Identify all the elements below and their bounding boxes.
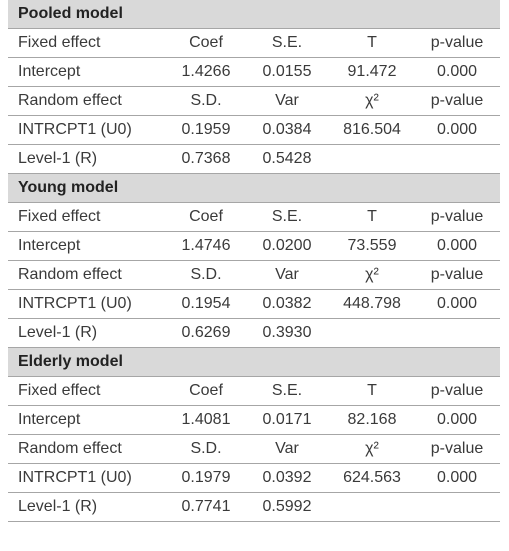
cell: 0.000 [414,115,501,145]
cell: 0.0171 [244,405,330,435]
cell: p-value [414,86,501,116]
row-label: INTRCPT1 (U0) [8,115,168,145]
table-row: Random effect S.D. Var χ² p-value [8,434,501,464]
cell [414,318,501,348]
row-label: Intercept [8,57,168,87]
cell: Coef [168,376,244,406]
cell: 0.0155 [244,57,330,87]
cell [414,144,501,174]
cell: 73.559 [330,231,414,261]
table-row: Level-1 (R) 0.6269 0.3930 [8,318,501,348]
cell: 0.0384 [244,115,330,145]
cell: T [330,376,414,406]
row-label: Level-1 (R) [8,318,168,348]
table-row: Random effect S.D. Var χ² p-value [8,86,501,116]
cell: Var [244,434,330,464]
cell: 91.472 [330,57,414,87]
cell: 0.000 [414,231,501,261]
row-label: Random effect [8,260,168,290]
cell: p-value [414,434,501,464]
section-title-row: Pooled model [8,0,501,29]
cell: S.E. [244,202,330,232]
section-title: Pooled model [8,0,501,29]
cell: Coef [168,202,244,232]
cell: 82.168 [330,405,414,435]
cell: p-value [414,28,501,58]
cell: S.E. [244,28,330,58]
cell: 0.3930 [244,318,330,348]
cell: 0.000 [414,405,501,435]
table-row: INTRCPT1 (U0) 0.1979 0.0392 624.563 0.000 [8,463,501,493]
cell: p-value [414,202,501,232]
cell: S.D. [168,260,244,290]
cell: χ² [330,260,414,290]
cell: 0.7368 [168,144,244,174]
cell: 1.4746 [168,231,244,261]
row-label: Level-1 (R) [8,492,168,522]
row-label: Level-1 (R) [8,144,168,174]
table-row: Intercept 1.4746 0.0200 73.559 0.000 [8,231,501,261]
cell [330,318,414,348]
section-title: Elderly model [8,347,501,377]
cell: 0.0200 [244,231,330,261]
cell: 1.4266 [168,57,244,87]
row-label: Intercept [8,231,168,261]
row-label: Fixed effect [8,202,168,232]
cell: 624.563 [330,463,414,493]
cell: 448.798 [330,289,414,319]
cell: 0.5428 [244,144,330,174]
cell: 0.000 [414,463,501,493]
section-title-row: Elderly model [8,347,501,377]
cell [330,144,414,174]
row-label: Fixed effect [8,376,168,406]
cell: Coef [168,28,244,58]
table-row: Level-1 (R) 0.7741 0.5992 [8,492,501,522]
section-title: Young model [8,173,501,203]
table-row: Intercept 1.4266 0.0155 91.472 0.000 [8,57,501,87]
row-label: Random effect [8,86,168,116]
cell: 0.0392 [244,463,330,493]
cell: 1.4081 [168,405,244,435]
cell: 0.7741 [168,492,244,522]
row-label: INTRCPT1 (U0) [8,289,168,319]
cell: p-value [414,376,501,406]
cell: 0.1959 [168,115,244,145]
cell: 0.000 [414,57,501,87]
cell: 0.1954 [168,289,244,319]
row-label: Fixed effect [8,28,168,58]
cell [330,492,414,522]
cell: S.D. [168,86,244,116]
table-row: INTRCPT1 (U0) 0.1959 0.0384 816.504 0.000 [8,115,501,145]
cell: χ² [330,434,414,464]
table-row: Intercept 1.4081 0.0171 82.168 0.000 [8,405,501,435]
table-row: Level-1 (R) 0.7368 0.5428 [8,144,501,174]
cell: T [330,202,414,232]
table-row: Random effect S.D. Var χ² p-value [8,260,501,290]
cell: 0.5992 [244,492,330,522]
cell: T [330,28,414,58]
cell: 0.0382 [244,289,330,319]
cell: p-value [414,260,501,290]
cell: S.E. [244,376,330,406]
row-label: Intercept [8,405,168,435]
cell: 0.6269 [168,318,244,348]
cell: S.D. [168,434,244,464]
cell [414,492,501,522]
row-label: Random effect [8,434,168,464]
table-row: INTRCPT1 (U0) 0.1954 0.0382 448.798 0.000 [8,289,501,319]
cell: Var [244,86,330,116]
cell: χ² [330,86,414,116]
cell: 0.1979 [168,463,244,493]
cell: Var [244,260,330,290]
cell: 816.504 [330,115,414,145]
row-label: INTRCPT1 (U0) [8,463,168,493]
cell: 0.000 [414,289,501,319]
section-title-row: Young model [8,173,501,203]
